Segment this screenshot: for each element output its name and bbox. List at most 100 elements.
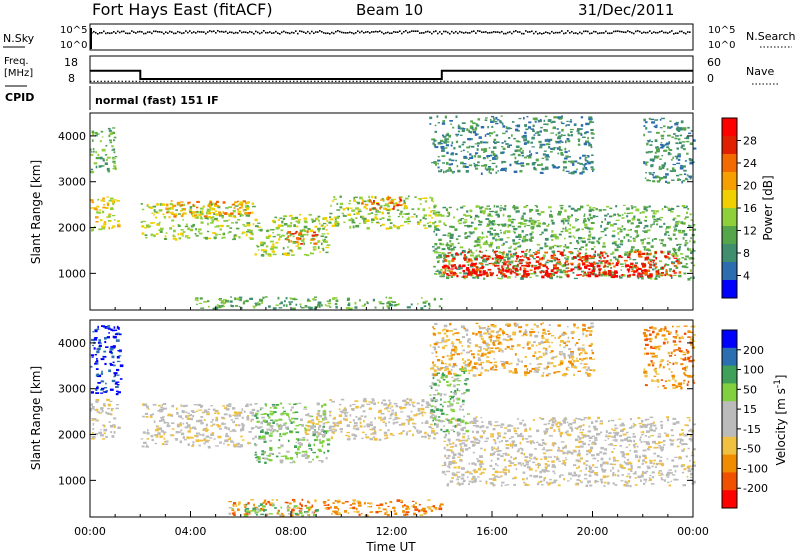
heatmap-cell	[200, 416, 204, 418]
heatmap-cell	[96, 411, 99, 413]
heatmap-cell	[431, 429, 435, 433]
heatmap-cell	[386, 205, 391, 208]
heatmap-cell	[313, 219, 316, 223]
heatmap-cell	[473, 417, 477, 420]
heatmap-cell	[297, 452, 301, 454]
heatmap-cell	[112, 225, 116, 228]
heatmap-cell	[393, 225, 397, 228]
noise-point	[669, 31, 671, 33]
heatmap-cell	[381, 211, 384, 215]
heatmap-cell	[173, 229, 176, 233]
heatmap-cell	[509, 443, 512, 445]
noise-point	[257, 31, 259, 34]
heatmap-cell	[535, 209, 539, 212]
heatmap-cell	[282, 217, 286, 220]
heatmap-cell	[157, 425, 159, 428]
heatmap-cell	[254, 443, 256, 446]
heatmap-cell	[94, 337, 98, 339]
heatmap-cell	[275, 241, 279, 244]
heatmap-cell	[412, 405, 416, 408]
heatmap-cell	[320, 242, 323, 246]
heatmap-cell	[630, 228, 632, 231]
heatmap-cell	[221, 237, 224, 239]
heatmap-cell	[555, 267, 559, 270]
heatmap-cell	[525, 128, 529, 131]
heatmap-cell	[469, 216, 473, 219]
heatmap-cell	[421, 399, 424, 402]
heatmap-cell	[443, 264, 448, 267]
heatmap-cell	[145, 237, 148, 239]
heatmap-cell	[366, 423, 370, 427]
heatmap-cell	[382, 421, 385, 423]
heatmap-cell	[178, 423, 182, 427]
heatmap-cell	[150, 206, 153, 209]
heatmap-cell	[442, 234, 447, 236]
heatmap-cell	[570, 270, 573, 272]
heatmap-cell	[428, 302, 431, 306]
heatmap-cell	[601, 254, 604, 257]
velocity-heatmap	[90, 322, 696, 517]
heatmap-cell	[91, 438, 95, 440]
noise-point	[173, 32, 175, 35]
heatmap-cell	[489, 245, 492, 247]
heatmap-cell	[570, 160, 575, 163]
colorbar-swatch	[722, 244, 737, 263]
noise-point	[431, 32, 433, 35]
heatmap-cell	[93, 338, 98, 341]
heatmap-cell	[570, 268, 575, 271]
heatmap-cell	[241, 425, 245, 428]
heatmap-cell	[333, 416, 336, 420]
heatmap-cell	[575, 217, 577, 220]
heatmap-cell	[585, 243, 588, 247]
heatmap-cell	[355, 201, 359, 203]
heatmap-cell	[605, 260, 609, 263]
heatmap-cell	[647, 261, 650, 264]
heatmap-cell	[674, 122, 679, 126]
noise-point	[169, 30, 171, 33]
heatmap-cell	[511, 440, 516, 442]
noise-point	[611, 32, 613, 34]
heatmap-cell	[674, 264, 677, 267]
heatmap-cell	[585, 122, 590, 126]
heatmap-cell	[567, 215, 570, 219]
heatmap-cell	[497, 255, 501, 258]
heatmap-cell	[208, 216, 211, 219]
heatmap-cell	[590, 145, 593, 149]
heatmap-cell	[567, 139, 571, 143]
heatmap-cell	[661, 137, 664, 140]
heatmap-cell	[543, 150, 547, 152]
heatmap-cell	[374, 306, 377, 309]
heatmap-cell	[218, 233, 221, 236]
heatmap-cell	[353, 425, 356, 428]
heatmap-cell	[604, 234, 607, 236]
heatmap-cell	[568, 150, 570, 152]
heatmap-cell	[110, 363, 114, 366]
heatmap-cell	[285, 457, 290, 460]
noise-point	[647, 31, 649, 34]
heatmap-cell	[270, 247, 274, 251]
heatmap-cell	[545, 266, 548, 268]
heatmap-cell	[110, 227, 114, 229]
heatmap-cell	[505, 130, 508, 133]
heatmap-cell	[433, 143, 437, 147]
heatmap-cell	[553, 267, 557, 270]
noise-point	[135, 32, 137, 34]
heatmap-cell	[539, 470, 542, 474]
heatmap-cell	[473, 256, 477, 259]
heatmap-cell	[467, 129, 471, 132]
noise-point	[415, 30, 417, 32]
heatmap-cell	[440, 169, 443, 172]
heatmap-cell	[417, 407, 420, 410]
heatmap-cell	[538, 225, 541, 228]
heatmap-cell	[632, 259, 637, 261]
heatmap-cell	[665, 228, 667, 231]
noise-point	[463, 32, 465, 34]
heatmap-cell	[687, 208, 689, 210]
heatmap-cell	[232, 444, 237, 447]
heatmap-cell	[364, 203, 369, 206]
heatmap-cell	[654, 219, 658, 222]
noise-point	[501, 30, 503, 33]
heatmap-cell	[620, 269, 623, 271]
heatmap-cell	[643, 238, 646, 240]
heatmap-cell	[598, 273, 601, 276]
